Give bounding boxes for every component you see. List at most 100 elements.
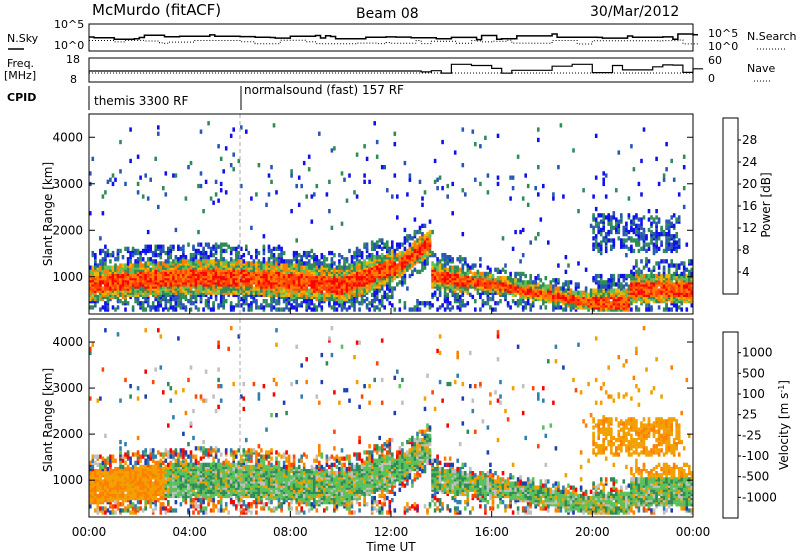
power-cell (418, 307, 422, 312)
power-cell (446, 303, 449, 308)
power-cell (526, 299, 530, 304)
power-cell (529, 303, 532, 308)
velocity-cell (116, 466, 120, 472)
power-cell (189, 307, 193, 312)
power-cell (315, 305, 319, 310)
power-cell (222, 169, 225, 174)
power-cell (456, 305, 459, 310)
power-cell (677, 215, 681, 220)
power-cell (255, 248, 258, 254)
power-cell (323, 292, 326, 297)
power-cell (607, 221, 610, 226)
power-cell (323, 259, 326, 264)
power-cell (245, 296, 248, 302)
power-cell (682, 165, 686, 170)
velocity-cell (89, 471, 92, 476)
power-cell (313, 307, 316, 312)
power-cell (413, 305, 417, 310)
velocity-cell (91, 477, 95, 482)
power-cell (431, 292, 434, 297)
power-cell (136, 257, 140, 262)
power-cell (355, 261, 359, 266)
power-cell (469, 292, 472, 297)
power-cell (413, 217, 417, 222)
power-cell (126, 261, 130, 266)
power-cell (144, 296, 147, 302)
power-cell (642, 227, 646, 233)
power-cell (486, 271, 490, 277)
power-cell (675, 232, 678, 237)
power-cell (594, 278, 598, 283)
power-cell (149, 267, 152, 272)
power-cell (670, 158, 673, 164)
power-cell (373, 305, 376, 310)
power-cell (577, 261, 580, 266)
power-cell (267, 303, 271, 308)
power-cell (209, 294, 213, 300)
power-cell (474, 263, 477, 268)
power-cell (509, 271, 512, 277)
power-cell (388, 288, 392, 293)
power-cell (466, 267, 470, 272)
power-cell (635, 223, 638, 228)
power-cell (582, 188, 585, 193)
power-cell (305, 299, 308, 304)
power-cell (91, 271, 95, 277)
power-colorbar-tick-label: 12 (742, 221, 757, 235)
power-cell (109, 259, 112, 264)
power-cell (285, 301, 288, 306)
power-cell (295, 259, 298, 264)
power-cell (250, 196, 253, 201)
power-cell (355, 246, 359, 251)
power-cell (265, 299, 268, 304)
power-cell (363, 299, 366, 304)
power-cell (680, 276, 683, 281)
power-cell (632, 238, 636, 243)
velocity-heatmap (89, 319, 694, 517)
power-cell (524, 173, 527, 178)
power-cell (567, 263, 570, 268)
power-cell (625, 238, 628, 243)
power-cell (685, 267, 689, 272)
power-cell (202, 259, 205, 264)
velocity-cell (129, 500, 132, 505)
power-cell (134, 273, 137, 279)
power-cell (232, 286, 235, 291)
power-cell (607, 278, 610, 283)
velocity-cell (99, 462, 102, 467)
power-cell (489, 267, 492, 272)
power-cell (655, 234, 658, 239)
power-cell (557, 305, 560, 310)
power-cell (111, 173, 115, 178)
power-cell (421, 196, 424, 201)
velocity-cell (101, 510, 105, 515)
power-cell (504, 276, 507, 281)
velocity-cell (114, 485, 117, 490)
power-cell (411, 242, 414, 247)
power-cell (119, 248, 122, 254)
power-cell (637, 181, 641, 187)
velocity-cell (106, 456, 110, 461)
power-cell (242, 253, 246, 258)
power-cell (652, 232, 656, 237)
power-cell (534, 236, 537, 241)
power-cell (275, 299, 278, 304)
power-cell (310, 219, 314, 224)
power-cell (610, 229, 613, 235)
power-cell (167, 250, 170, 256)
power-cell (564, 280, 568, 285)
power-cell (682, 186, 686, 191)
power-cell (365, 303, 369, 308)
velocity-cell (134, 508, 137, 513)
power-cell (134, 248, 137, 254)
power-cell (511, 278, 515, 283)
power-cell (421, 265, 424, 270)
power-cell (209, 282, 213, 287)
cpid-label: CPID (7, 91, 36, 104)
velocity-cell (139, 491, 142, 496)
power-cell (670, 234, 673, 239)
power-cell (365, 156, 369, 161)
power-cell (129, 263, 132, 268)
power-cell (572, 290, 575, 295)
